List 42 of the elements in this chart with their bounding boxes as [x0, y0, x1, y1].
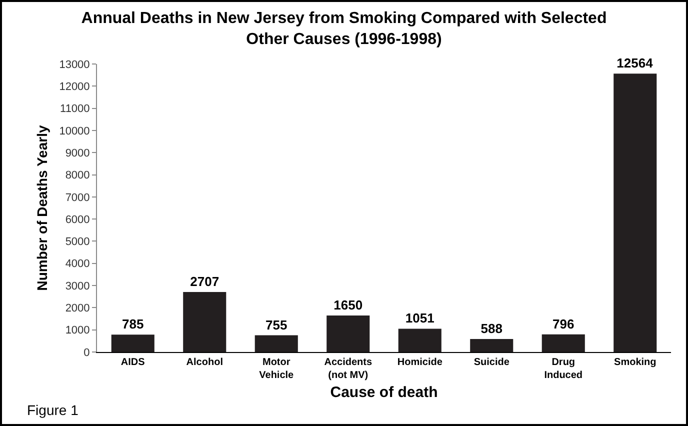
x-tick-label: AIDS: [120, 357, 146, 368]
bar: [542, 334, 585, 352]
y-tick-label: 6000: [65, 214, 90, 226]
bar: [326, 315, 370, 352]
y-tick-label: 9000: [65, 147, 90, 160]
y-tick-label: 3000: [65, 280, 90, 292]
y-tick-label: 4000: [65, 258, 90, 270]
y-tick-label: 0: [84, 346, 90, 359]
data-label: 1051: [405, 310, 434, 326]
bar: [614, 74, 657, 352]
bar: [398, 328, 442, 352]
bar: [111, 334, 154, 352]
y-tick-label: 11000: [60, 103, 90, 116]
x-tick-label: Alcohol: [186, 357, 224, 368]
x-tick-label: Motor Vehicle: [259, 357, 294, 381]
caption: Figure 1: [27, 402, 79, 418]
bar: [254, 335, 298, 352]
y-tick-label: 5000: [65, 236, 90, 248]
y-tick-label: 13000: [59, 58, 90, 71]
bar: [470, 338, 514, 352]
x-tick-label: Drug Induced: [544, 357, 583, 381]
x-tick-label: Smoking: [614, 357, 656, 368]
chart-title: Annual Deaths in New Jersey from Smoking Compared with Selected Other Causes (1996-1998): [81, 10, 607, 48]
data-label: 796: [552, 316, 574, 332]
y-tick-label: 7000: [65, 192, 90, 204]
y-tick-label: 10000: [59, 125, 90, 138]
y-tick-label: 1000: [65, 324, 90, 337]
data-label: 755: [266, 317, 288, 332]
data-label: 2707: [190, 274, 220, 290]
data-label: 785: [122, 316, 144, 332]
y-tick-label: 12000: [59, 81, 90, 93]
data-label: 1650: [334, 297, 363, 312]
x-axis-title: Cause of death: [330, 384, 438, 401]
x-tick-label: Suicide: [474, 357, 510, 368]
x-tick-label: Accidents (not MV): [324, 357, 372, 381]
data-label: 588: [480, 320, 502, 336]
y-tick-label: 2000: [65, 302, 90, 315]
y-tick-label: 8000: [65, 170, 90, 182]
x-tick-label: Homicide: [397, 357, 443, 368]
y-axis-title: Number of Deaths Yearly: [34, 125, 50, 291]
data-label: 12564: [616, 56, 654, 71]
bar: [183, 292, 226, 352]
